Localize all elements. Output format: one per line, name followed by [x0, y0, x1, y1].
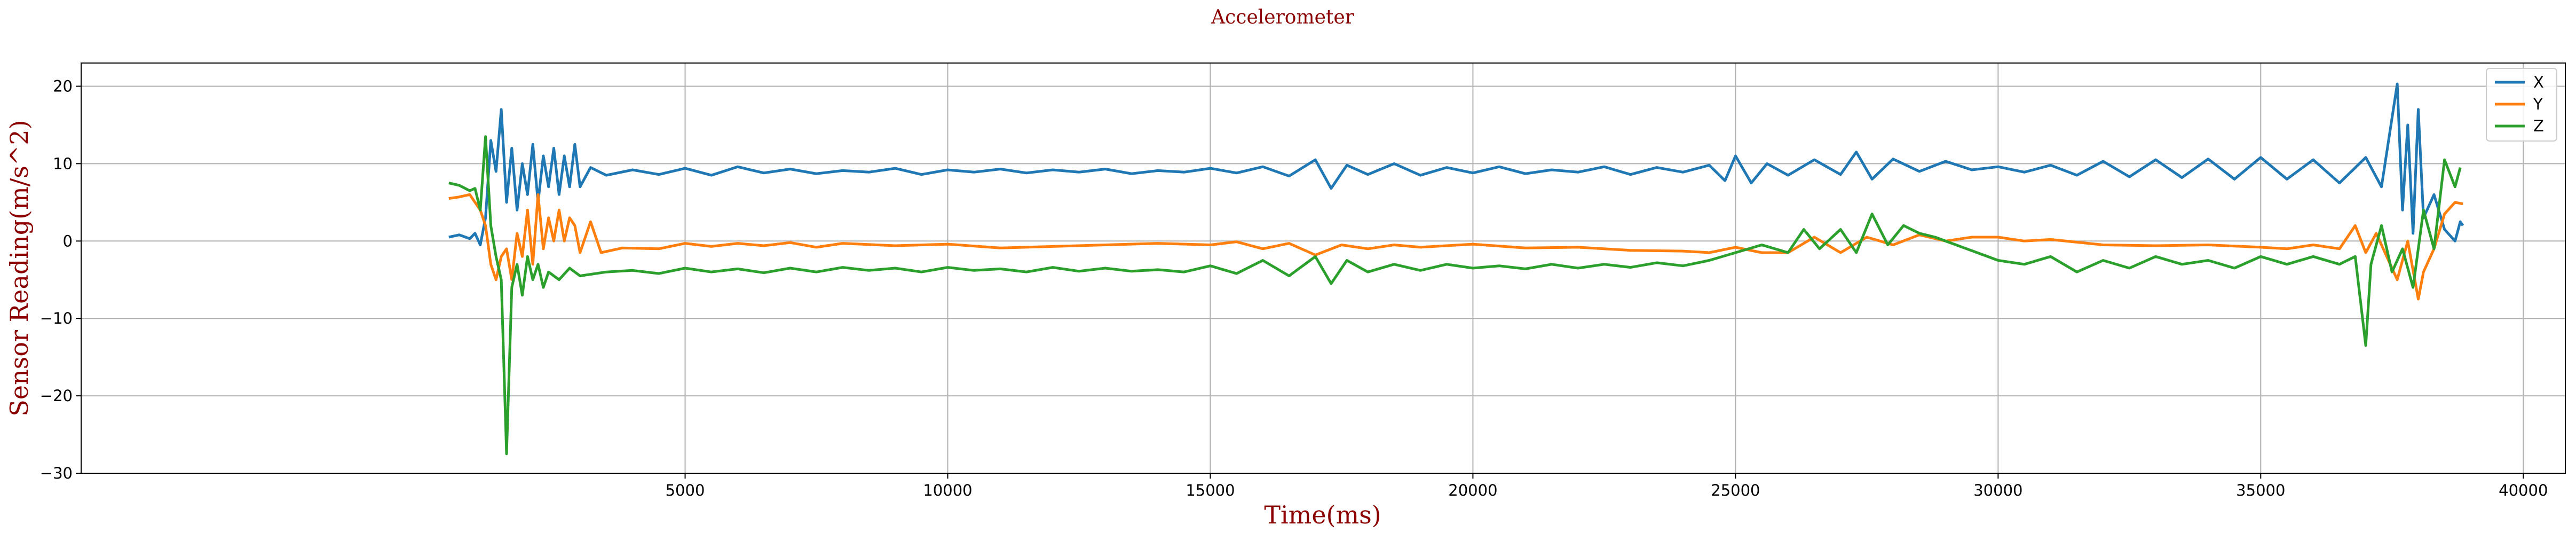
x-tick-label: 5000 [666, 481, 705, 499]
x-tick-label: 15000 [1186, 481, 1235, 499]
y-tick-label: 20 [53, 77, 73, 95]
y-tick-label: −10 [40, 309, 73, 327]
series-line-x [448, 82, 2464, 246]
x-tick-label: 25000 [1711, 481, 1760, 499]
legend: XYZ [2486, 68, 2557, 142]
y-axis-ticks: −30 −20 −10 0 10 20 [40, 77, 81, 482]
x-tick-label: 30000 [1973, 481, 2022, 499]
x-tick-label: 20000 [1448, 481, 1497, 499]
series-line-y [448, 193, 2463, 301]
legend-label-x: X [2533, 73, 2544, 91]
x-axis-label: Time(ms) [1264, 500, 1381, 529]
x-tick-label: 10000 [923, 481, 972, 499]
legend-label-y: Y [2533, 95, 2543, 113]
y-tick-label: −30 [40, 464, 73, 482]
plot-area-frame [81, 62, 2566, 474]
y-axis-label: Sensor Reading(m/s^2) [5, 120, 34, 416]
y-tick-label: 10 [53, 154, 73, 173]
x-axis-ticks: 5000 10000 15000 20000 25000 30000 35000 40000 [666, 473, 2548, 499]
x-tick-label: 35000 [2236, 481, 2285, 499]
series-line-z [448, 135, 2462, 456]
legend-label-z: Z [2533, 117, 2544, 135]
chart-title: Accelerometer [1211, 6, 1355, 28]
y-tick-label: −20 [40, 387, 73, 405]
series-lines [448, 82, 2464, 456]
y-tick-label: 0 [63, 232, 73, 250]
x-tick-label: 40000 [2499, 481, 2548, 499]
